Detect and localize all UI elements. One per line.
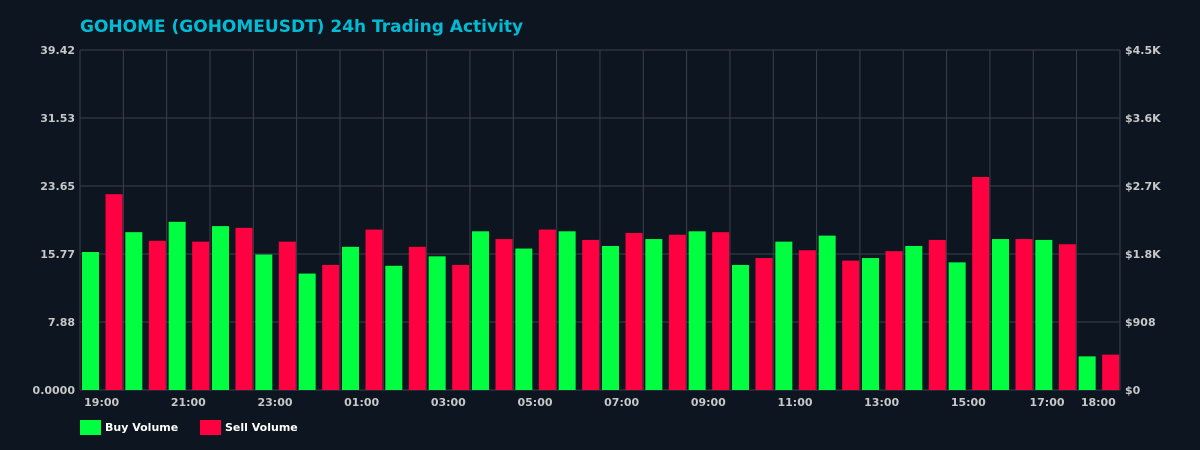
y-tick-label: 39.42 xyxy=(40,44,75,57)
legend-label: Sell Volume xyxy=(225,421,298,434)
sell-volume-bar xyxy=(278,241,296,390)
buy-volume-bar xyxy=(732,264,749,390)
y-tick-label: 31.53 xyxy=(40,112,75,125)
y-tick-label: 7.88 xyxy=(48,316,75,329)
x-tick-label: 18:00 xyxy=(1081,396,1116,409)
y2-tick-label: $1.8K xyxy=(1125,248,1161,261)
x-tick-label: 09:00 xyxy=(691,396,726,409)
y-tick-label: 23.65 xyxy=(40,180,75,193)
x-tick-label: 07:00 xyxy=(604,396,639,409)
buy-volume-bar xyxy=(428,256,446,390)
buy-volume-bar xyxy=(1078,356,1096,390)
buy-volume-bar xyxy=(1035,239,1053,390)
x-tick-label: 01:00 xyxy=(344,396,379,409)
x-tick-label: 11:00 xyxy=(777,396,812,409)
x-tick-label: 05:00 xyxy=(517,396,552,409)
buy-volume-bar xyxy=(688,231,706,390)
x-tick-label: 19:00 xyxy=(84,396,119,409)
x-tick-label: 03:00 xyxy=(431,396,466,409)
buy-volume-bar xyxy=(558,231,576,390)
x-tick-label: 13:00 xyxy=(864,396,899,409)
y-tick-label: 15.77 xyxy=(40,248,75,261)
buy-volume-bar xyxy=(818,235,836,390)
buy-volume-bar xyxy=(168,221,186,390)
buy-volume-bar xyxy=(342,246,359,390)
x-axis: 19:00 21:00 23:00 01:00 03:00 05:00 07:00 09:00… xyxy=(84,396,1116,409)
y2-tick-label: $0 xyxy=(1125,384,1141,397)
sell-volume-bar xyxy=(1102,354,1120,390)
y2-tick-label: $908 xyxy=(1125,316,1156,329)
sell-volume-bar xyxy=(322,264,340,390)
y-axis-left: 0.0000 7.88 15.77 23.65 31.53 39.42 xyxy=(33,44,76,397)
x-tick-label: 23:00 xyxy=(257,396,292,409)
sell-volume-bar xyxy=(1015,239,1033,390)
y2-tick-label: $4.5K xyxy=(1125,44,1161,57)
legend: Buy Volume Sell Volume xyxy=(80,420,298,435)
sell-volume-bar xyxy=(1058,244,1076,390)
sell-volume-bar xyxy=(495,239,513,390)
chart-title: GOHOME (GOHOMEUSDT) 24h Trading Activity xyxy=(80,17,523,37)
sell-volume-bar xyxy=(452,264,470,390)
sell-volume-bar xyxy=(885,251,903,390)
buy-volume-bar xyxy=(298,273,316,390)
x-tick-label: 15:00 xyxy=(951,396,986,409)
sell-volume-bar xyxy=(365,229,383,390)
legend-swatch xyxy=(80,420,101,435)
sell-volume-bar xyxy=(712,232,730,390)
y2-tick-label: $3.6K xyxy=(1125,112,1161,125)
buy-volume-bar xyxy=(775,241,793,390)
buy-volume-bar xyxy=(82,251,99,390)
sell-volume-bar xyxy=(148,240,166,390)
sell-volume-bar xyxy=(105,194,123,390)
sell-volume-bar xyxy=(755,258,773,390)
legend-swatch xyxy=(200,420,221,435)
sell-volume-bar xyxy=(625,233,643,390)
x-tick-label: 21:00 xyxy=(171,396,206,409)
sell-volume-bar xyxy=(972,176,990,390)
grid xyxy=(79,49,1121,391)
y-axis-right: $0 $908 $1.8K $2.7K $3.6K $4.5K xyxy=(1125,44,1161,397)
y-tick-label: 0.0000 xyxy=(33,384,76,397)
sell-volume-bar xyxy=(235,227,253,390)
sell-volume-bar xyxy=(928,239,946,390)
buy-volume-bar xyxy=(472,231,489,390)
buy-volume-bar xyxy=(212,226,229,390)
buy-volume-bar xyxy=(862,258,879,390)
buy-volume-bar xyxy=(905,245,923,390)
bars xyxy=(82,176,1120,390)
sell-volume-bar xyxy=(668,234,686,390)
legend-label: Buy Volume xyxy=(105,421,178,434)
buy-volume-bar xyxy=(385,265,403,390)
sell-volume-bar xyxy=(582,239,600,390)
sell-volume-bar xyxy=(408,246,426,390)
sell-volume-bar xyxy=(842,260,860,390)
buy-volume-bar xyxy=(515,248,533,390)
buy-volume-bar xyxy=(602,245,619,390)
sell-volume-bar xyxy=(192,241,210,390)
buy-volume-bar xyxy=(255,254,273,390)
y2-tick-label: $2.7K xyxy=(1125,180,1161,193)
sell-volume-bar xyxy=(798,250,816,390)
buy-volume-bar xyxy=(125,232,143,390)
sell-volume-bar xyxy=(538,229,556,390)
buy-volume-bar xyxy=(948,262,966,390)
buy-volume-bar xyxy=(992,239,1009,390)
x-tick-label: 17:00 xyxy=(1029,396,1064,409)
buy-volume-bar xyxy=(645,239,663,390)
